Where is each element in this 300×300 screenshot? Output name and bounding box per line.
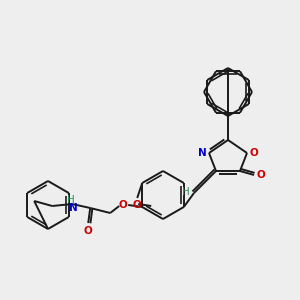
Text: O: O [84, 226, 93, 236]
Text: N: N [198, 148, 206, 158]
Text: O: O [250, 148, 258, 158]
Text: O: O [133, 200, 142, 210]
Text: H: H [67, 195, 75, 205]
Text: O: O [256, 170, 266, 180]
Text: H: H [182, 187, 190, 197]
Text: O: O [119, 200, 128, 210]
Text: N: N [69, 203, 78, 213]
